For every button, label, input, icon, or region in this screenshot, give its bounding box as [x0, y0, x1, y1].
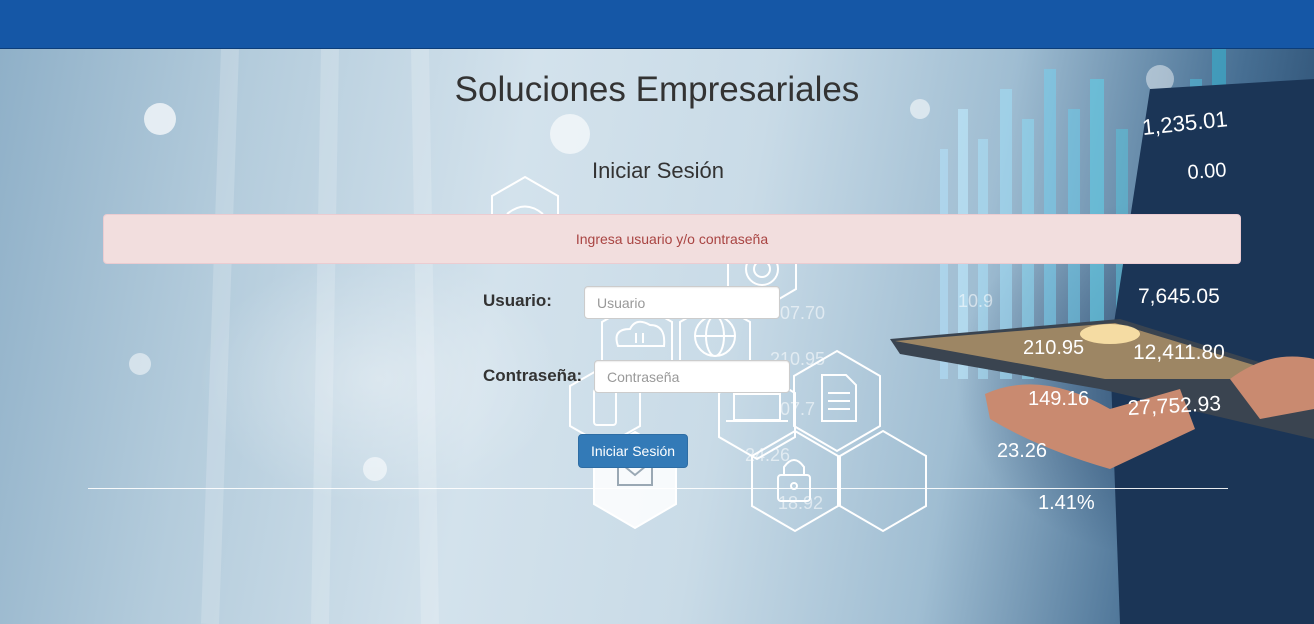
svg-text:10.9: 10.9: [958, 291, 993, 311]
login-heading: Iniciar Sesión: [591, 158, 725, 183]
svg-text:12,411.80: 12,411.80: [1133, 341, 1225, 364]
svg-text:1.41%: 1.41%: [1038, 492, 1095, 514]
horizontal-divider: [88, 488, 1228, 489]
svg-text:23.26: 23.26: [997, 440, 1047, 462]
login-button[interactable]: Iniciar Sesión: [578, 434, 688, 468]
svg-text:0.00: 0.00: [1187, 159, 1227, 184]
laptop-icon: [726, 393, 788, 422]
cloud-transfer-icon: [615, 320, 666, 347]
top-navbar: [0, 0, 1314, 49]
svg-text:149.16: 149.16: [1028, 388, 1089, 410]
error-message: Ingresa usuario y/o contraseña: [575, 231, 769, 247]
background-image: 1,235.01 0.00 7,645.05 210.95 12,411.80 …: [0, 49, 1314, 624]
background-illustration: 1,235.01 0.00 7,645.05 210.95 12,411.80 …: [129, 49, 1314, 624]
svg-text:24.26: 24.26: [745, 445, 790, 465]
password-input[interactable]: [594, 360, 790, 393]
username-input[interactable]: [584, 286, 780, 319]
svg-text:7,645.05: 7,645.05: [1138, 285, 1220, 308]
svg-text:27,752.93: 27,752.93: [1127, 392, 1222, 420]
svg-text:07.70: 07.70: [780, 303, 825, 323]
error-alert: Ingresa usuario y/o contraseña: [103, 214, 1241, 264]
svg-text:210.95: 210.95: [1023, 337, 1084, 359]
document-icon: [821, 374, 857, 422]
globe-icon: [694, 315, 736, 357]
page-title: Soluciones Empresariales: [454, 70, 860, 109]
password-label: Contraseña:: [483, 366, 583, 385]
svg-text:18.92: 18.92: [778, 493, 823, 513]
svg-text:07.7: 07.7: [780, 399, 815, 419]
smartphone-icon: [593, 388, 617, 426]
username-label: Usuario:: [483, 291, 552, 310]
